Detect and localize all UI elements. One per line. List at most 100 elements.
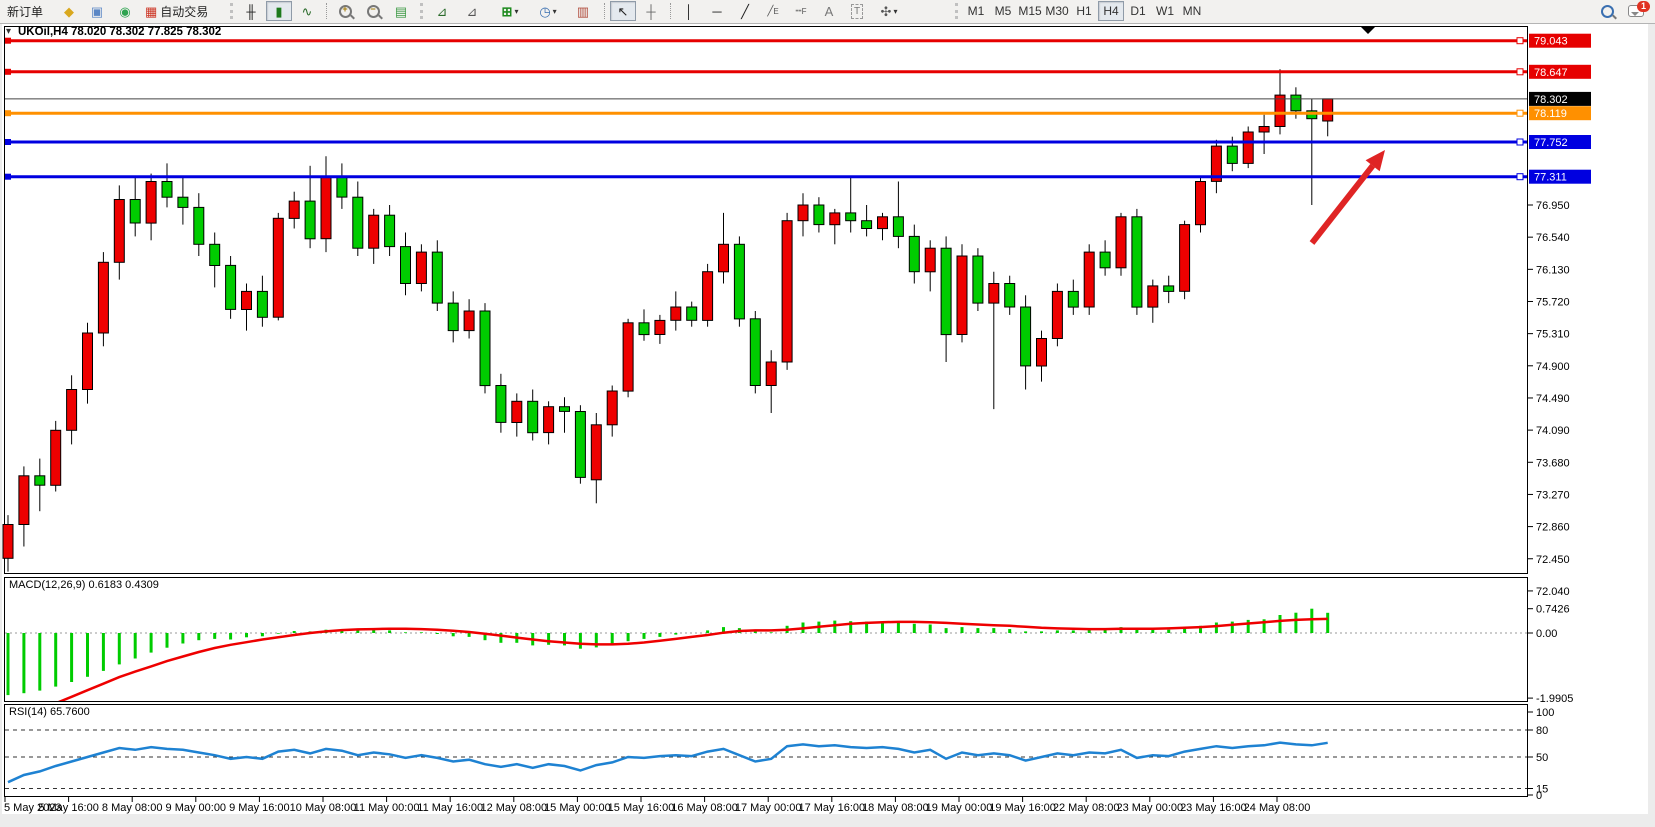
price-tick-label: 72.040 <box>1536 586 1570 598</box>
candle-body <box>479 310 491 387</box>
price-tick-label: 74.090 <box>1536 425 1570 437</box>
price-tick-label: 76.540 <box>1536 232 1570 244</box>
price-tick-label: 74.490 <box>1536 393 1570 405</box>
new-order-button[interactable]: 新订单 <box>7 4 44 19</box>
timeframe-button-mn[interactable]: MN <box>1182 4 1202 18</box>
candle-body <box>1195 181 1206 226</box>
chart-template-button[interactable]: ▥ <box>576 3 590 19</box>
indicator-window-button[interactable]: ⊿ <box>436 3 448 19</box>
zoom-out-button[interactable]: − <box>360 1 386 21</box>
chart-shift-marker[interactable] <box>1361 27 1375 34</box>
candle-body <box>1274 94 1286 127</box>
candle-body <box>718 243 729 273</box>
candle-body <box>1051 290 1063 339</box>
time-tick-label: 5 May 16:00 <box>38 802 99 814</box>
candle-body <box>813 204 825 226</box>
time-tick-label: 15 May 16:00 <box>608 802 675 814</box>
vertical-line-tool[interactable]: │ <box>684 3 694 19</box>
price-tag-77.752: 77.752 <box>1529 135 1591 149</box>
candle-body <box>209 243 221 267</box>
svg-text:78.302: 78.302 <box>1534 94 1568 106</box>
candle-body <box>781 220 793 363</box>
trend-arrow-annotation[interactable] <box>1309 150 1385 245</box>
candle-body <box>145 181 157 224</box>
cursor-tool-button[interactable]: ↖ <box>610 1 636 21</box>
candle-body <box>1322 98 1334 122</box>
timeframe-button-m5[interactable]: M5 <box>994 4 1012 18</box>
time-tick-label: 9 May 16:00 <box>229 802 290 814</box>
time-tick-label: 8 May 08:00 <box>102 802 163 814</box>
candle-body <box>1020 306 1032 367</box>
market-watch-icon[interactable]: ▣ <box>90 3 104 19</box>
hline-78.647[interactable] <box>5 68 1527 76</box>
bar-chart-mode-button[interactable]: ╫ <box>246 3 256 19</box>
period-button[interactable]: ◷ ▾ <box>530 1 566 21</box>
price-tick-label: 72.450 <box>1536 554 1570 566</box>
tile-windows-button[interactable]: ▤ <box>394 3 408 19</box>
price-chart[interactable]: 76.950 76.540 76.130 75.720 75.310 74.900 74.4… <box>0 24 1655 814</box>
timeframe-button-m30[interactable]: M30 <box>1045 4 1069 18</box>
indicator-window-alt-button[interactable]: ⊿ <box>466 3 478 19</box>
candle-body <box>161 181 173 198</box>
candle-body <box>670 306 682 321</box>
candle-body <box>797 204 809 222</box>
rsi-axis-label: 15 <box>1536 784 1548 796</box>
chevron-down-icon: ▾ <box>893 6 898 16</box>
candlestick-mode-button[interactable]: ▮ <box>266 1 292 21</box>
level-lines: 79.043 78.647 78.302 78.119 77.752 77.311 <box>5 33 1591 184</box>
one-click-arrow-icon[interactable]: ▾ <box>6 26 11 37</box>
timeframe-button-h1[interactable]: H1 <box>1076 4 1092 18</box>
candle-body <box>1210 145 1222 182</box>
channel-tool[interactable]: ╱ E <box>767 5 779 17</box>
search-icon <box>1600 4 1614 18</box>
timeframe-button-m15[interactable]: M15 <box>1018 4 1042 18</box>
notifications-button[interactable]: 1 <box>1622 1 1650 21</box>
price-tick-label: 72.860 <box>1536 522 1570 534</box>
line-chart-mode-button[interactable]: ∿ <box>301 3 313 19</box>
arrows-tool-button[interactable]: ✣ ▾ <box>880 3 898 19</box>
hline-77.752[interactable] <box>5 138 1527 146</box>
candle-body <box>193 206 205 245</box>
rsi-panel: 100 80 50 150 RSI(14) 65.7600 <box>5 706 1554 802</box>
timeframe-button-h4[interactable]: H4 <box>1098 1 1124 21</box>
candle-body <box>574 411 586 478</box>
rsi-axis-label: 50 <box>1536 752 1548 764</box>
candle-body <box>400 246 411 285</box>
horizontal-line-tool[interactable]: ─ <box>712 3 722 19</box>
add-indicator-button[interactable]: ⊞ ▾ <box>501 3 519 19</box>
crosshair-tool-button[interactable]: ┼ <box>646 3 656 19</box>
zoom-in-button[interactable]: + <box>332 1 358 21</box>
timeframe-button-w1[interactable]: W1 <box>1156 4 1174 18</box>
hline-79.043[interactable] <box>5 37 1527 45</box>
auto-trading-button[interactable]: ▦ 自动交易 <box>145 3 209 19</box>
candle-body <box>1163 285 1175 292</box>
fibonacci-tool[interactable]: ┉ F <box>795 5 807 17</box>
candle-body <box>1004 283 1016 308</box>
trendline-tool[interactable]: ╱ <box>741 3 749 19</box>
text-label-tool[interactable]: T <box>844 1 870 21</box>
timeframe-button-m1[interactable]: M1 <box>967 4 985 18</box>
text-tool[interactable]: A <box>824 3 834 19</box>
chat-bubble-icon: 1 <box>1628 1 1650 17</box>
hline-77.311[interactable] <box>5 173 1527 181</box>
candle-body <box>972 255 984 304</box>
candle-body <box>1083 251 1095 308</box>
candle-body <box>304 200 316 240</box>
notification-badge: 1 <box>1637 1 1650 12</box>
data-window-icon[interactable]: ◉ <box>119 3 131 19</box>
time-tick-label: 23 May 00:00 <box>1116 802 1183 814</box>
candle-body <box>1242 131 1254 164</box>
candle-body <box>892 216 904 237</box>
svg-text:77.311: 77.311 <box>1534 172 1567 184</box>
candles <box>2 69 1334 572</box>
profiles-icon[interactable]: ◆ <box>64 3 74 19</box>
timeframe-button-d1[interactable]: D1 <box>1130 4 1146 18</box>
candle-body <box>622 322 634 392</box>
macd-panel: 0.7426 0.00 -1.9905 MACD(12,26,9) 0.6183 0.… <box>5 579 1573 705</box>
time-tick-label: 12 May 08:00 <box>480 802 547 814</box>
hline-78.119[interactable] <box>5 109 1527 117</box>
candle-body <box>447 302 459 332</box>
candle-body <box>988 283 1000 304</box>
search-button[interactable] <box>1594 1 1620 21</box>
